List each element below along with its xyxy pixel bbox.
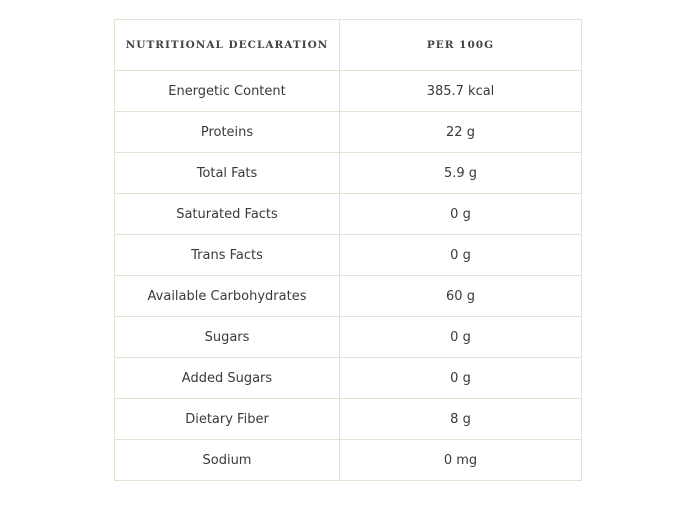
header-row: NUTRITIONAL DECLARATION PER 100G (114, 19, 582, 71)
nutrient-name: Sodium (114, 439, 340, 481)
nutrient-amount: 5.9 g (339, 152, 582, 194)
header-cell: NUTRITIONAL DECLARATION (114, 19, 340, 71)
header-cell: PER 100G (339, 19, 582, 71)
nutrient-name: Available Carbohydrates (114, 275, 340, 317)
nutrient-name: Energetic Content (114, 70, 340, 112)
nutrient-amount: 0 g (339, 193, 582, 235)
nutrient-name: Proteins (114, 111, 340, 153)
table-row: Total Fats 5.9 g (114, 152, 582, 194)
nutrient-amount: 60 g (339, 275, 582, 317)
table-row: Energetic Content 385.7 kcal (114, 70, 582, 112)
nutrient-name: Added Sugars (114, 357, 340, 399)
nutrient-name: Trans Facts (114, 234, 340, 276)
nutrition-table: NUTRITIONAL DECLARATION PER 100G Energet… (114, 19, 582, 481)
nutrient-amount: 385.7 kcal (339, 70, 582, 112)
nutrient-name: Sugars (114, 316, 340, 358)
nutrient-name: Dietary Fiber (114, 398, 340, 440)
nutrient-name: Total Fats (114, 152, 340, 194)
table-row: Available Carbohydrates 60 g (114, 275, 582, 317)
nutrient-name: Saturated Facts (114, 193, 340, 235)
nutrient-amount: 0 g (339, 357, 582, 399)
nutrient-amount: 8 g (339, 398, 582, 440)
table-row: Proteins 22 g (114, 111, 582, 153)
nutrient-amount: 0 g (339, 234, 582, 276)
nutrient-amount: 22 g (339, 111, 582, 153)
table-row: Trans Facts 0 g (114, 234, 582, 276)
table-head: NUTRITIONAL DECLARATION PER 100G (114, 19, 582, 71)
table-row: Added Sugars 0 g (114, 357, 582, 399)
table-row: Dietary Fiber 8 g (114, 398, 582, 440)
table-row: Saturated Facts 0 g (114, 193, 582, 235)
nutrient-amount: 0 g (339, 316, 582, 358)
table-row: Sodium 0 mg (114, 439, 582, 481)
table-row: Sugars 0 g (114, 316, 582, 358)
nutrient-amount: 0 mg (339, 439, 582, 481)
